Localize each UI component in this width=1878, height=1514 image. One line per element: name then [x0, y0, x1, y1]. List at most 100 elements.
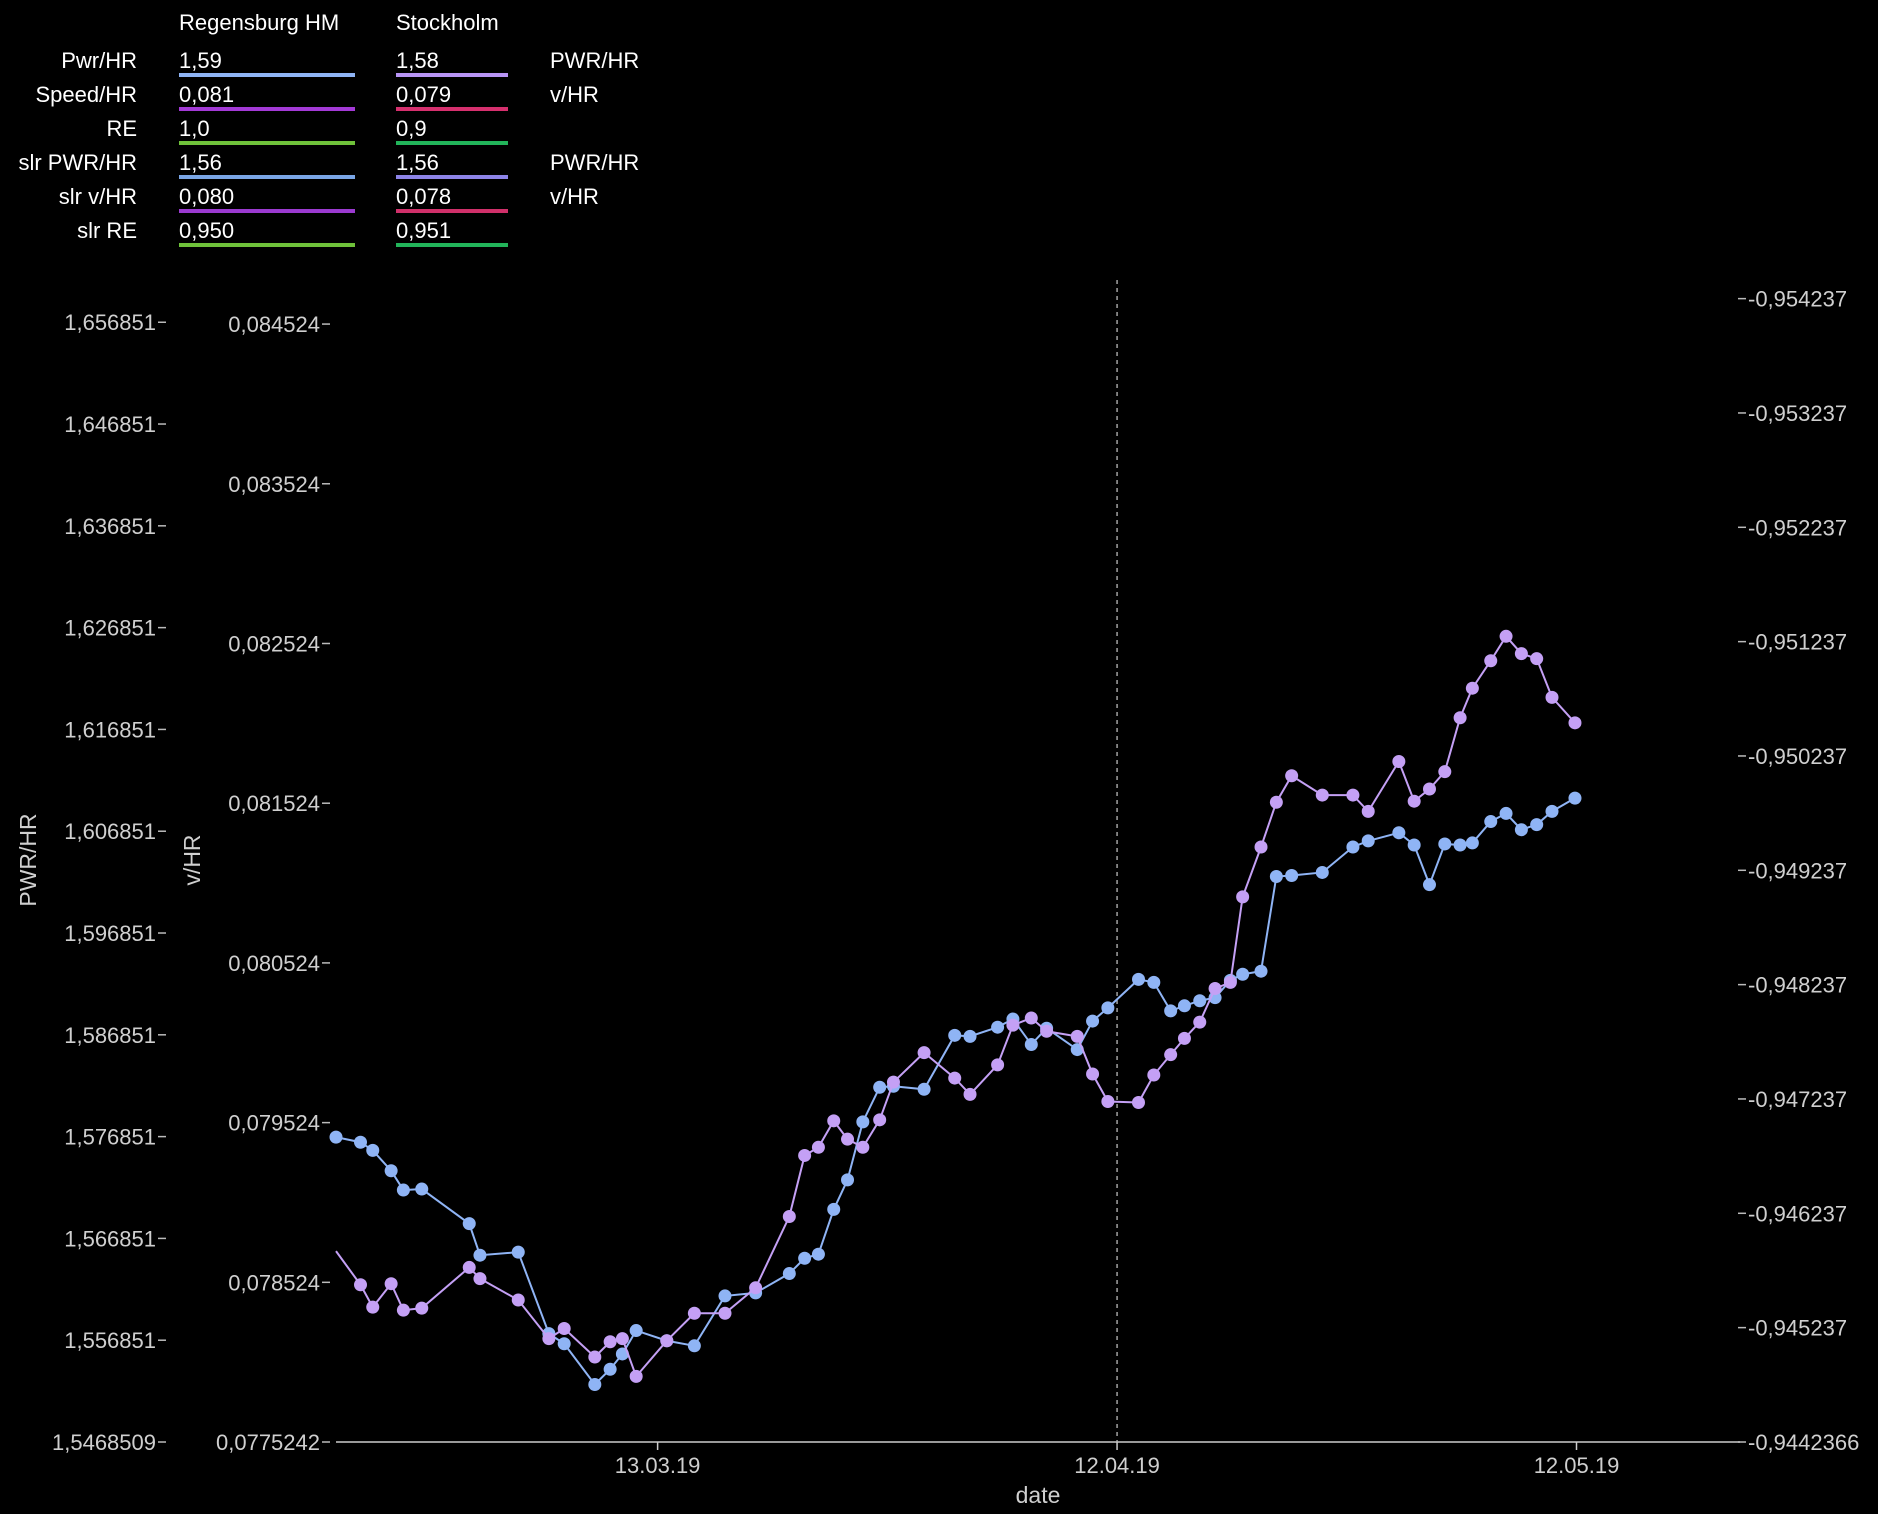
- series-1-point: [1223, 975, 1237, 989]
- legend-unit-slr-pwr-hr: PWR/HR: [550, 150, 640, 175]
- y-axis-title-pwr-hr: PWR/HR: [15, 813, 41, 906]
- series-1-point: [1315, 788, 1329, 802]
- y-right-tick-label: -0,9442366: [1748, 1430, 1859, 1455]
- y-mid-tick-label: 0,0775242: [216, 1430, 320, 1455]
- legend-label-slr-re: slr RE: [77, 218, 137, 243]
- legend-label-speed-hr: Speed/HR: [35, 82, 137, 107]
- series-1-point: [1101, 1094, 1115, 1108]
- y-left-tick-label: 1,5468509: [52, 1430, 156, 1455]
- series-1-point: [1285, 769, 1299, 783]
- y-right-tick-label: -0,945237: [1748, 1316, 1847, 1341]
- x-tick-label: 12.05.19: [1534, 1453, 1620, 1478]
- y-left-tick-label: 1,636851: [64, 514, 156, 539]
- y-mid-tick-label: 0,083524: [228, 472, 320, 497]
- y-left-tick-label: 1,576851: [64, 1125, 156, 1150]
- series-0-point: [1407, 838, 1421, 852]
- legend-value-stockholm-pwr-hr: 1,58: [396, 48, 439, 73]
- series-0-point: [1236, 967, 1250, 981]
- y-right-tick-label: -0,946237: [1748, 1201, 1847, 1226]
- series-0-point: [629, 1324, 643, 1338]
- legend-swatch-regensburg-speed-hr: [179, 107, 355, 111]
- series-1-point: [660, 1334, 674, 1348]
- y-left-tick-label: 1,596851: [64, 921, 156, 946]
- series-0-point: [1024, 1037, 1038, 1051]
- series-1-point: [1070, 1029, 1084, 1043]
- series-1-point: [1514, 647, 1528, 661]
- series-0-point: [1285, 869, 1299, 883]
- legend-swatch-regensburg-slr-re: [179, 243, 355, 247]
- y-left-tick-label: 1,606851: [64, 819, 156, 844]
- legend: Regensburg HM Stockholm Pwr/HR 1,59 1,58…: [0, 0, 700, 260]
- x-axis-date: 13.03.19 12.04.19 12.05.19: [336, 1441, 1740, 1478]
- series-1-point: [1530, 652, 1544, 666]
- series-0-point: [798, 1251, 812, 1265]
- series-1-point: [856, 1140, 870, 1154]
- legend-swatch-stockholm-slr-v-hr: [396, 209, 508, 213]
- y-axis-title-v-hr: v/HR: [179, 834, 205, 885]
- series-0-point: [588, 1377, 602, 1391]
- series-1-point: [886, 1075, 900, 1089]
- y-mid-tick-label: 0,082524: [228, 631, 320, 656]
- series-0-point: [1422, 878, 1436, 892]
- legend-unit-slr-v-hr: v/HR: [550, 184, 599, 209]
- legend-swatch-stockholm-slr-re: [396, 243, 508, 247]
- series-1-point: [1465, 681, 1479, 695]
- y-right-tick-label: -0,949237: [1748, 858, 1847, 883]
- series-1-point: [1422, 782, 1436, 796]
- series-1-point: [917, 1046, 931, 1060]
- legend-value-stockholm-slr-pwr-hr: 1,56: [396, 150, 439, 175]
- series-1-point: [629, 1369, 643, 1383]
- series-0-point: [782, 1267, 796, 1281]
- series-1-point: [1499, 629, 1513, 643]
- y-mid-tick-label: 0,081524: [228, 791, 320, 816]
- series-1-point: [603, 1335, 617, 1349]
- series-1-point: [1568, 716, 1582, 730]
- series-0-point: [856, 1115, 870, 1129]
- series-0-point: [557, 1337, 571, 1351]
- series-1-point: [873, 1113, 887, 1127]
- series-1-point: [841, 1132, 855, 1146]
- series-1-point: [1361, 804, 1375, 818]
- series-0-point: [1101, 1001, 1115, 1015]
- series-0-point: [511, 1245, 525, 1259]
- y-left-tick-label: 1,626851: [64, 616, 156, 641]
- series-0-point: [329, 1130, 343, 1144]
- y-left-tick-label: 1,586851: [64, 1023, 156, 1048]
- series-0-point: [873, 1080, 887, 1094]
- series-1-point: [511, 1293, 525, 1307]
- legend-value-regensburg-re: 1,0: [179, 116, 210, 141]
- y-left-tick-label: 1,656851: [64, 310, 156, 335]
- series-0-point: [1177, 999, 1191, 1013]
- x-axis-title: date: [1016, 1482, 1061, 1508]
- series-0-point: [948, 1028, 962, 1042]
- series-1-point: [687, 1306, 701, 1320]
- legend-header-regensburg: Regensburg HM: [179, 10, 340, 35]
- legend-label-slr-v-hr: slr v/HR: [58, 184, 137, 209]
- series-0-point: [1315, 865, 1329, 879]
- series-0-point: [615, 1347, 629, 1361]
- series-0-point: [917, 1082, 931, 1096]
- series-1-point: [542, 1332, 556, 1346]
- y-right-tick-label: -0,948237: [1748, 973, 1847, 998]
- series-1-point: [1164, 1048, 1178, 1062]
- y-right-tick-label: -0,952237: [1748, 515, 1847, 540]
- legend-value-regensburg-slr-pwr-hr: 1,56: [179, 150, 222, 175]
- series-1-line: [335, 634, 1576, 1379]
- legend-swatch-stockholm-slr-pwr-hr: [396, 175, 508, 179]
- legend-swatch-stockholm-re: [396, 141, 508, 145]
- legend-value-stockholm-speed-hr: 0,079: [396, 82, 452, 107]
- series-0-point: [1193, 994, 1207, 1008]
- series-0-point: [354, 1135, 368, 1149]
- series-0-point: [827, 1202, 841, 1216]
- series-0-point: [841, 1173, 855, 1187]
- series-0-point: [1499, 806, 1513, 820]
- legend-swatch-regensburg-re: [179, 141, 355, 145]
- series-0-point: [1530, 818, 1544, 832]
- series-1-point: [1545, 690, 1559, 704]
- series-0-point: [1147, 975, 1161, 989]
- y-right-tick-label: -0,954237: [1748, 287, 1847, 312]
- series-1-point: [1438, 765, 1452, 779]
- legend-label-pwr-hr: Pwr/HR: [61, 48, 137, 73]
- legend-swatch-regensburg-slr-v-hr: [179, 209, 355, 213]
- y-mid-tick-label: 0,084524: [228, 312, 320, 337]
